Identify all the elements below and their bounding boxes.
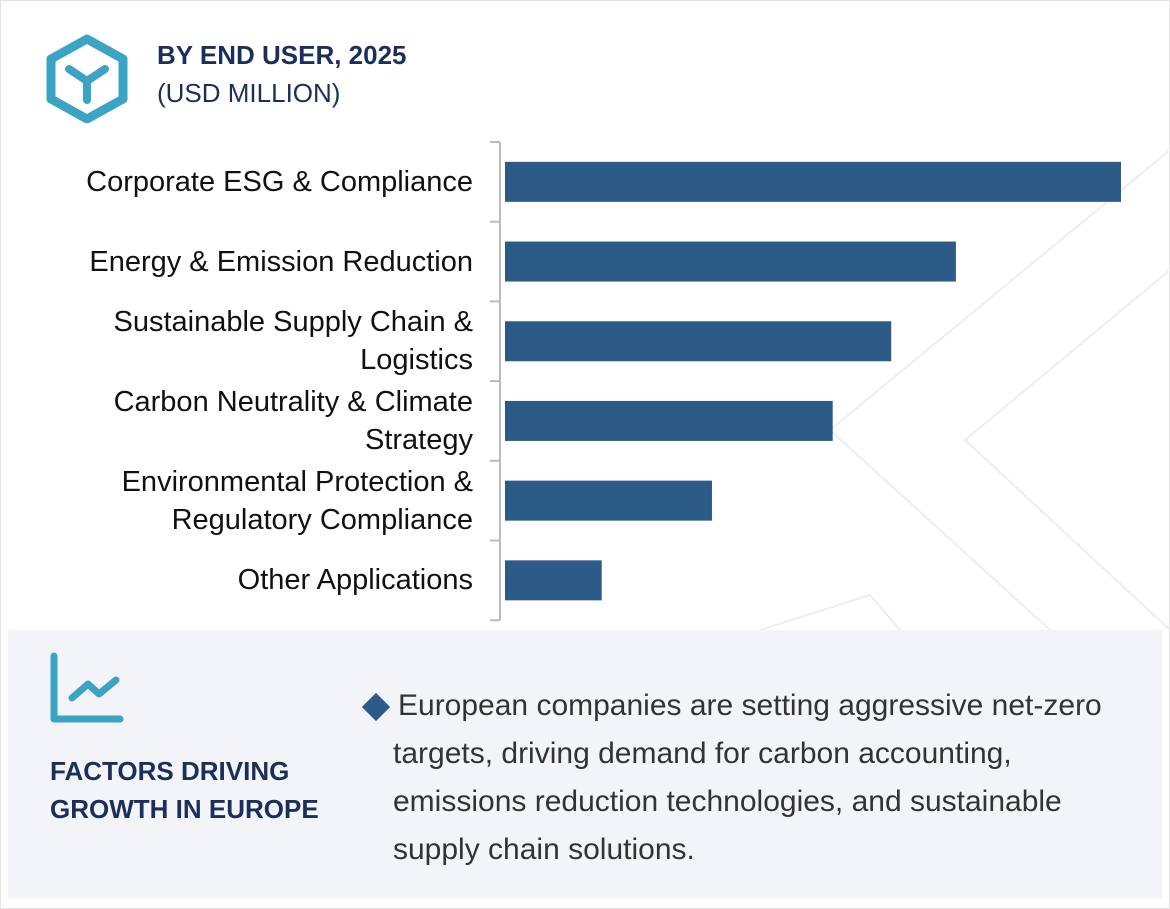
bar [505, 400, 833, 441]
bar [505, 161, 1121, 202]
bar [505, 321, 892, 362]
category-label: Corporate ESG & Compliance [86, 165, 473, 198]
factors-heading: FACTORS DRIVING GROWTH IN EUROPE [50, 756, 319, 824]
chart-subtitle: (USD MILLION) [157, 78, 341, 108]
bar [505, 480, 712, 521]
bullet-diamond-icon [361, 692, 391, 722]
factors-panel: FACTORS DRIVING GROWTH IN EUROPE Europea… [8, 630, 1162, 898]
category-label: Carbon Neutrality & Climate Strategy [113, 385, 473, 456]
bar [505, 560, 602, 601]
category-label: Sustainable Supply Chain & Logistics [113, 306, 473, 377]
factor-description: European companies are setting aggressiv… [393, 689, 1102, 866]
bar-chart [490, 141, 1121, 622]
category-label: Energy & Emission Reduction [89, 245, 473, 278]
category-label: Environmental Protection & Regulatory Co… [121, 465, 473, 536]
chart-title: BY END USER, 2025 [157, 40, 407, 70]
bar [505, 241, 956, 282]
category-label: Other Applications [237, 564, 473, 597]
trend-chart-icon [48, 652, 128, 727]
logo-icon [44, 33, 130, 124]
